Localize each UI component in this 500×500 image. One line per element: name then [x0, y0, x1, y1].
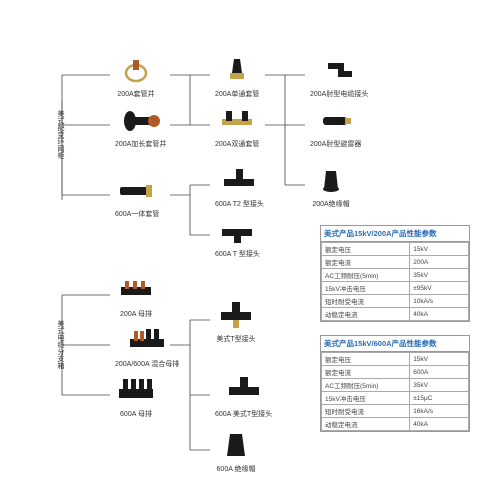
part-b3: 600A T2 型接头	[215, 165, 264, 209]
table-cell: 200A	[410, 256, 469, 269]
part-label: 200A 母排	[115, 309, 157, 319]
part-label: 600A T 型接头	[215, 249, 260, 259]
part-image	[215, 430, 257, 462]
part-b2: 200A双通套管	[215, 105, 259, 149]
part-a3: 600A一体套管	[115, 175, 159, 219]
table-body: 额定电压15kV额定电流600AAC工频耐压(5min)35kV15kV冲击电压…	[321, 352, 469, 431]
part-e1: 美式T型接头	[215, 300, 257, 344]
part-label: 200A加长套管井	[115, 139, 166, 149]
table-cell: 600A	[410, 366, 469, 379]
part-image	[218, 165, 260, 197]
part-label: 200A双通套管	[215, 139, 259, 149]
table-row: 额定电流200A	[322, 256, 469, 269]
part-image	[310, 165, 352, 197]
vertical-label: 美式配变环网柜	[55, 110, 65, 159]
table-row: 额定电压15kV	[322, 243, 469, 256]
part-image	[216, 215, 258, 247]
part-label: 200A/600A 混合母排	[115, 359, 179, 369]
part-label: 200A套管井	[115, 89, 157, 99]
table-cell: 35kV	[410, 269, 469, 282]
part-b1: 200A单通套管	[215, 55, 259, 99]
part-image	[115, 375, 157, 407]
table-row: AC工频耐压(5min)35kV	[322, 269, 469, 282]
table-cell: ±95kV	[410, 282, 469, 295]
table-cell: 40kA	[410, 418, 469, 431]
part-label: 600A 绝缘帽	[215, 464, 257, 474]
table-cell: 短时耐受电流	[322, 405, 410, 418]
part-image	[318, 55, 360, 87]
table-cell: 额定电压	[322, 243, 410, 256]
part-image	[315, 105, 357, 137]
spec-table: 美式产品15kV/600A产品性能参数额定电压15kV额定电流600AAC工频耐…	[320, 335, 470, 432]
table-row: 短时耐受电流10kA/s	[322, 295, 469, 308]
table-cell: 40kA	[410, 308, 469, 321]
table-row: 15kV冲击电压±15μC	[322, 392, 469, 405]
table-row: AC工频耐压(5min)35kV	[322, 379, 469, 392]
table-row: 额定电流600A	[322, 366, 469, 379]
table-title: 美式产品15kV/600A产品性能参数	[321, 336, 469, 352]
part-image	[116, 175, 158, 207]
table-cell: 15kV	[410, 353, 469, 366]
vertical-label: 美式电缆分支箱	[55, 320, 65, 369]
table-row: 动稳定电流40kA	[322, 308, 469, 321]
part-c3: 200A绝缘帽	[310, 165, 352, 209]
table-cell: ±15μC	[410, 392, 469, 405]
table-cell: 额定电流	[322, 366, 410, 379]
table-cell: 短时耐受电流	[322, 295, 410, 308]
table-cell: 额定电流	[322, 256, 410, 269]
table-cell: 15kV冲击电压	[322, 282, 410, 295]
part-c2: 200A肘型避雷器	[310, 105, 361, 149]
part-label: 200A肘型电缆接头	[310, 89, 368, 99]
part-image	[120, 105, 162, 137]
table-cell: 动稳定电流	[322, 418, 410, 431]
table-cell: AC工频耐压(5min)	[322, 269, 410, 282]
table-cell: 15kV	[410, 243, 469, 256]
part-image	[216, 55, 258, 87]
part-image	[223, 375, 265, 407]
table-cell: 动稳定电流	[322, 308, 410, 321]
part-image	[215, 300, 257, 332]
part-label: 600A一体套管	[115, 209, 159, 219]
table-body: 额定电压15kV额定电流200AAC工频耐压(5min)35kV15kV冲击电压…	[321, 242, 469, 321]
part-b4: 600A T 型接头	[215, 215, 260, 259]
part-label: 美式T型接头	[215, 334, 257, 344]
table-row: 短时耐受电流16kA/s	[322, 405, 469, 418]
table-row: 动稳定电流40kA	[322, 418, 469, 431]
part-a1: 200A套管井	[115, 55, 157, 99]
part-label: 200A绝缘帽	[310, 199, 352, 209]
part-image	[126, 325, 168, 357]
table-cell: 额定电压	[322, 353, 410, 366]
table-cell: 10kA/s	[410, 295, 469, 308]
part-label: 600A 母排	[115, 409, 157, 419]
part-d2: 200A/600A 混合母排	[115, 325, 179, 369]
table-row: 15kV冲击电压±95kV	[322, 282, 469, 295]
part-image	[216, 105, 258, 137]
part-image	[115, 275, 157, 307]
part-label: 600A 美式T型接头	[215, 409, 272, 419]
part-d1: 200A 母排	[115, 275, 157, 319]
table-cell: 16kA/s	[410, 405, 469, 418]
table-row: 额定电压15kV	[322, 353, 469, 366]
part-image	[115, 55, 157, 87]
part-e2: 600A 美式T型接头	[215, 375, 272, 419]
part-e3: 600A 绝缘帽	[215, 430, 257, 474]
spec-table: 美式产品15kV/200A产品性能参数额定电压15kV额定电流200AAC工频耐…	[320, 225, 470, 322]
table-cell: AC工频耐压(5min)	[322, 379, 410, 392]
part-c1: 200A肘型电缆接头	[310, 55, 368, 99]
part-d3: 600A 母排	[115, 375, 157, 419]
table-cell: 35kV	[410, 379, 469, 392]
part-label: 200A肘型避雷器	[310, 139, 361, 149]
table-title: 美式产品15kV/200A产品性能参数	[321, 226, 469, 242]
part-label: 600A T2 型接头	[215, 199, 264, 209]
table-cell: 15kV冲击电压	[322, 392, 410, 405]
part-label: 200A单通套管	[215, 89, 259, 99]
part-a2: 200A加长套管井	[115, 105, 166, 149]
